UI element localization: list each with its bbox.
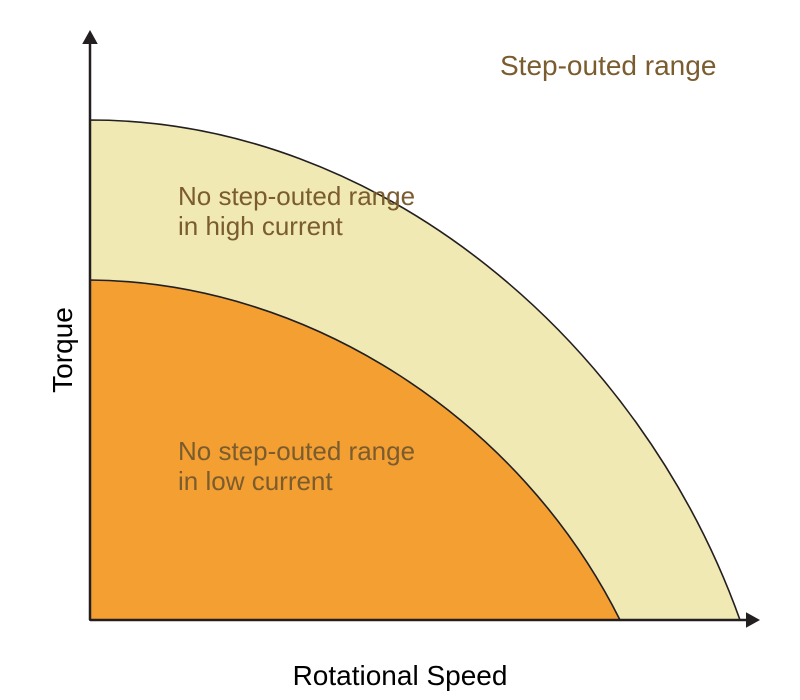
y-axis-arrow	[82, 30, 98, 44]
step-outed-label: Step-outed range	[500, 50, 716, 81]
x-axis-label: Rotational Speed	[293, 660, 508, 692]
x-axis-arrow	[746, 612, 760, 628]
chart-area: Step-outed rangeNo step-outed rangein hi…	[60, 20, 780, 660]
torque-speed-diagram: Step-outed rangeNo step-outed rangein hi…	[60, 20, 780, 660]
